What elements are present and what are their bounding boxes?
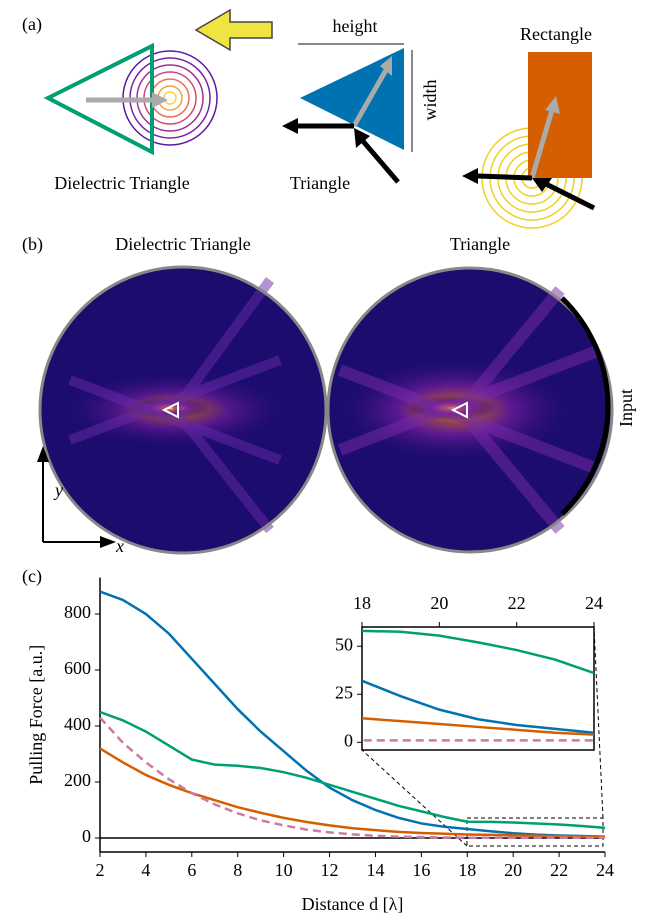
zoom-line xyxy=(361,749,468,847)
x-tick-label: 16 xyxy=(412,860,430,880)
panel-b: Dielectric Triangle Triangle Input y x xyxy=(37,234,636,556)
arrow-icon xyxy=(194,8,273,52)
x-tick-label: 10 xyxy=(275,860,293,880)
x-tick-label: 18 xyxy=(458,860,476,880)
x-tick-label: 24 xyxy=(596,860,614,880)
panel-title: Dielectric Triangle xyxy=(115,234,250,254)
x-tick-label: 6 xyxy=(187,860,196,880)
axis-label: y xyxy=(53,480,63,500)
zoom-box xyxy=(466,817,604,847)
y-tick-label: 200 xyxy=(64,770,91,790)
inset-frame xyxy=(361,626,595,751)
series-line xyxy=(362,717,594,736)
field-map xyxy=(38,265,328,555)
series-line xyxy=(99,716,605,839)
panel-label: (a) xyxy=(22,14,42,35)
y-axis-label: Pulling Force [a.u.] xyxy=(26,645,46,785)
field-map xyxy=(326,266,614,554)
series-line xyxy=(99,747,606,839)
zoom-line xyxy=(593,626,604,819)
panel-a: Dielectric Triangle height width Triangl… xyxy=(43,8,596,229)
x-tick-label: 4 xyxy=(141,860,150,880)
y-tick-label: 800 xyxy=(64,602,91,622)
x-tick-label: 8 xyxy=(233,860,242,880)
y-tick-label: 0 xyxy=(344,730,353,750)
x-tick-label: 22 xyxy=(550,860,568,880)
x-axis-label: Distance d [λ] xyxy=(302,894,404,914)
x-tick-label: 12 xyxy=(321,860,339,880)
series-line xyxy=(99,590,606,838)
triangle xyxy=(300,48,404,150)
label: Dielectric Triangle xyxy=(54,173,189,193)
y-tick-label: 25 xyxy=(335,682,353,702)
y-tick-label: 400 xyxy=(64,714,91,734)
panel-title: Triangle xyxy=(450,234,510,254)
label: height xyxy=(333,16,378,36)
series-line xyxy=(362,679,594,734)
x-tick-label: 2 xyxy=(96,860,105,880)
series-line xyxy=(99,710,606,830)
x-tick-label: 20 xyxy=(504,860,522,880)
series-line xyxy=(362,629,594,675)
inset-plot xyxy=(362,629,594,742)
label: Input xyxy=(616,389,636,427)
label: Rectangle xyxy=(520,24,592,44)
y-tick-label: 50 xyxy=(335,634,353,654)
y-tick-label: 0 xyxy=(82,826,91,846)
y-tick-label: 600 xyxy=(64,658,91,678)
x-tick-label: 14 xyxy=(366,860,384,880)
panel-label: (c) xyxy=(22,566,42,587)
axis-label: x xyxy=(115,536,124,556)
label: width xyxy=(420,79,440,120)
x-tick-label: 18 xyxy=(353,593,371,613)
x-tick-label: 22 xyxy=(508,593,526,613)
x-tick-label: 24 xyxy=(585,593,603,613)
label: Triangle xyxy=(290,173,350,193)
panel-label: (b) xyxy=(22,234,43,255)
x-tick-label: 20 xyxy=(430,593,448,613)
